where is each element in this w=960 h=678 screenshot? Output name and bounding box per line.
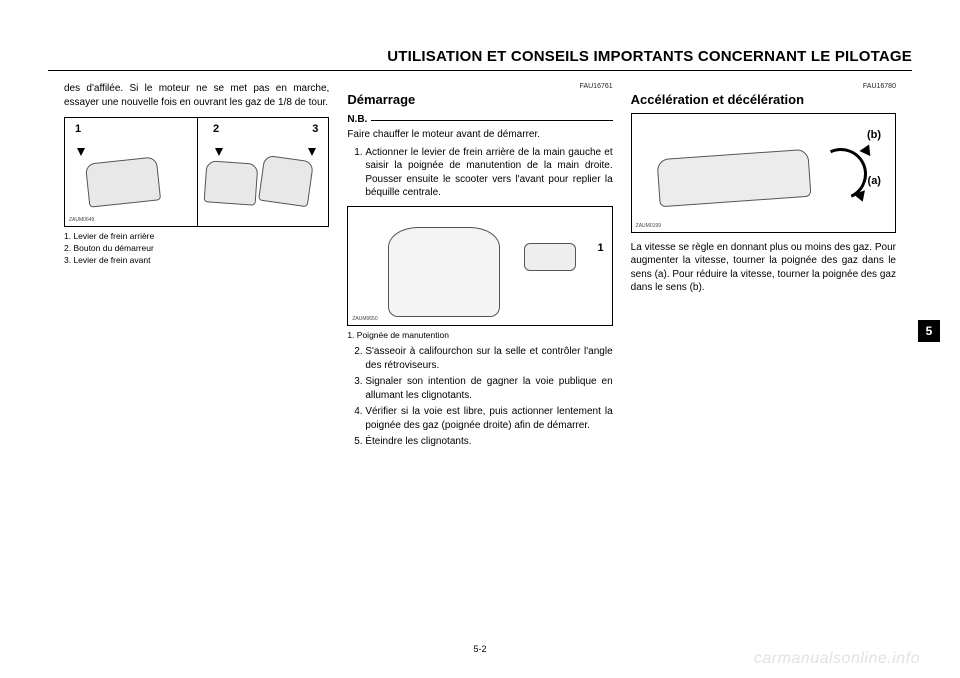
step-1: Actionner le levier de frein arrière de …	[365, 146, 612, 200]
col3-body-text: La vitesse se règle en donnant plus ou m…	[631, 241, 896, 295]
col2-heading: Démarrage	[347, 91, 612, 109]
figure1-label-3: 3	[312, 122, 318, 137]
arrow-down-icon	[77, 148, 85, 156]
chapter-tab: 5	[918, 320, 940, 342]
figure2-caption: 1. Poignée de manutention	[347, 330, 612, 341]
figure-brake-levers: 1 2 3 ZAUM0649	[64, 117, 329, 227]
col3-heading: Accélération et décélération	[631, 91, 896, 109]
nb-row: N.B.	[347, 113, 612, 127]
col3-ref-code: FAU16780	[631, 82, 896, 91]
figure3-label-a: (a)	[868, 174, 881, 189]
nb-rule	[371, 120, 612, 121]
figure1-id: ZAUM0649	[69, 217, 94, 224]
step-4: Vérifier si la voie est libre, puis acti…	[365, 405, 612, 432]
right-hand-illustration-1	[204, 160, 259, 206]
scooter-body-illustration	[388, 227, 500, 317]
arrowhead-a-icon	[854, 190, 869, 204]
figure3-id: ZAUM0199	[636, 223, 661, 230]
steps-list-a: Actionner le levier de frein arrière de …	[347, 146, 612, 200]
figure1-caption-line-1: 1. Levier de frein arrière	[64, 231, 329, 243]
column-2: FAU16761 Démarrage N.B. Faire chauffer l…	[347, 82, 612, 622]
figure-throttle: (b) (a) ZAUM0199	[631, 113, 896, 233]
grab-handle-illustration	[524, 243, 576, 271]
col2-ref-code: FAU16761	[347, 82, 612, 91]
figure2-id: ZAUM0650	[352, 316, 377, 323]
figure2-label-1: 1	[598, 241, 604, 256]
arrow-down-icon	[308, 148, 316, 156]
step-5: Éteindre les clignotants.	[365, 435, 612, 449]
figure1-caption: 1. Levier de frein arrière 2. Bouton du …	[64, 231, 329, 267]
figure-grab-handle: 1 ZAUM0650	[347, 206, 612, 326]
figure1-caption-line-2: 2. Bouton du démarreur	[64, 243, 329, 255]
arrowhead-b-icon	[859, 142, 874, 156]
right-hand-illustration-2	[258, 155, 314, 208]
figure3-label-b: (b)	[867, 128, 881, 143]
step-2: S'asseoir à califourchon sur la selle et…	[365, 345, 612, 372]
figure1-label-2: 2	[213, 122, 219, 137]
step-3: Signaler son intention de gagner la voie…	[365, 375, 612, 402]
figure-divider	[197, 118, 198, 226]
arrow-down-icon	[215, 148, 223, 156]
throttle-grip-illustration	[656, 149, 811, 207]
nb-text: Faire chauffer le moteur avant de démarr…	[347, 128, 612, 142]
nb-label: N.B.	[347, 113, 367, 127]
page-title: UTILISATION ET CONSEILS IMPORTANTS CONCE…	[48, 48, 912, 65]
content-columns: des d'affilée. Si le moteur ne se met pa…	[64, 82, 896, 622]
column-3: FAU16780 Accélération et décélération (b…	[631, 82, 896, 622]
figure1-label-1: 1	[75, 122, 81, 137]
title-underline	[48, 70, 912, 71]
col1-intro-text: des d'affilée. Si le moteur ne se met pa…	[64, 82, 329, 109]
steps-list-b: S'asseoir à califourchon sur la selle et…	[347, 345, 612, 449]
figure1-caption-line-3: 3. Levier de frein avant	[64, 255, 329, 267]
left-hand-illustration	[85, 156, 161, 207]
column-1: des d'affilée. Si le moteur ne se met pa…	[64, 82, 329, 622]
watermark: carmanualsonline.info	[754, 650, 920, 668]
